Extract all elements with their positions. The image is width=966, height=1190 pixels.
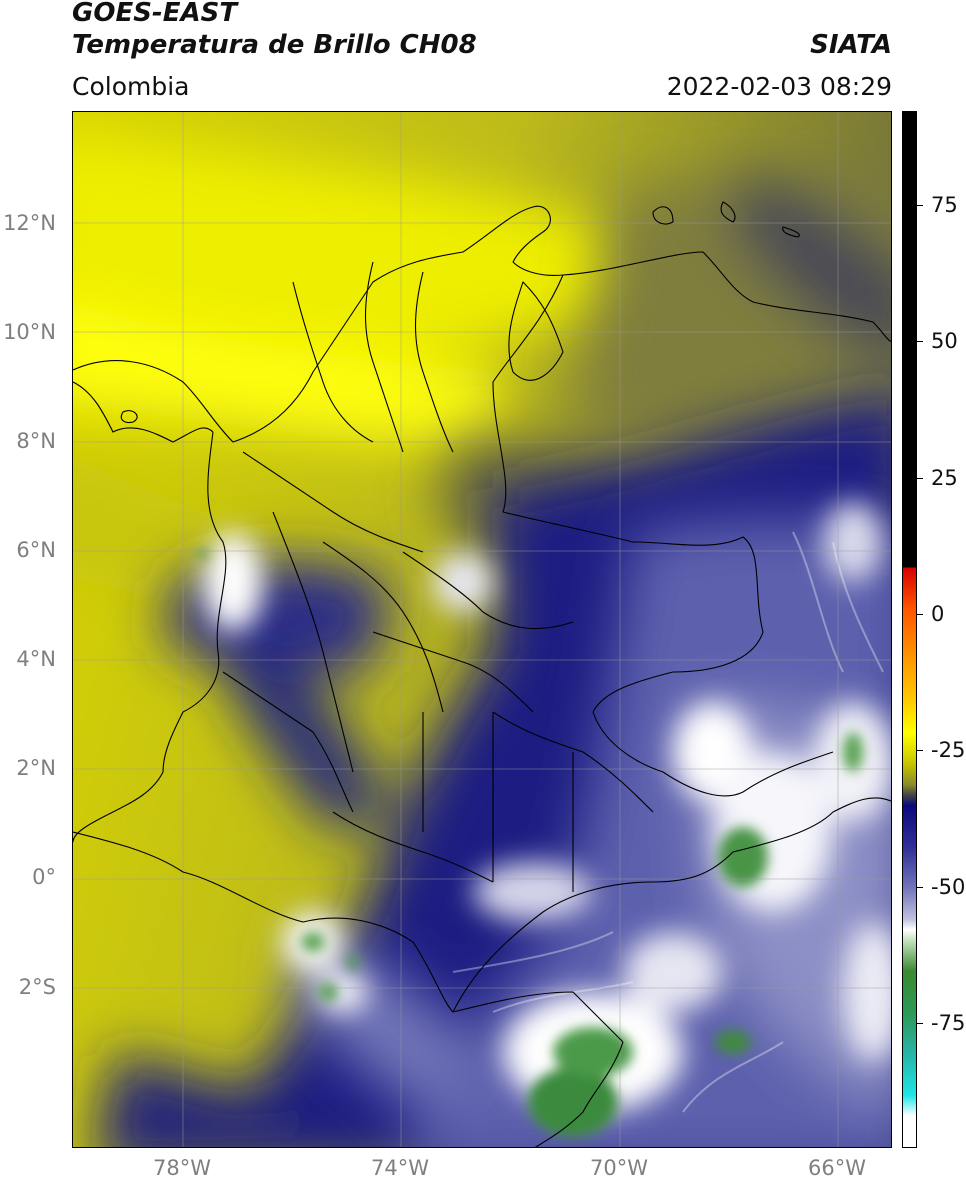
lat-label-2n: 2°N: [16, 756, 56, 780]
product-title: Temperatura de Brillo CH08: [72, 30, 477, 60]
colorbar: [902, 111, 917, 1148]
dry-air-band: [73, 136, 673, 632]
colorbar-label-25: 25: [931, 466, 958, 490]
colorbar-label-0: 0: [931, 602, 945, 626]
lon-label-78w: 78°W: [153, 1156, 211, 1180]
map-panel[interactable]: [72, 111, 892, 1148]
colorbar-tick: [917, 205, 923, 206]
cloud-streaks: [452, 531, 884, 1113]
colorbar-tick: [917, 478, 923, 479]
lon-label-74w: 74°W: [371, 1156, 429, 1180]
lon-label-70w: 70°W: [590, 1156, 648, 1180]
lat-label-8n: 8°N: [16, 429, 56, 453]
colorbar-tick: [917, 1023, 923, 1024]
colorbar-label-minus25: -25: [931, 738, 966, 762]
lat-label-0: 0°: [32, 865, 56, 889]
colorbar-label-75: 75: [931, 193, 958, 217]
colorbar-tick: [917, 750, 923, 751]
satellite-title: GOES-EAST: [72, 0, 238, 28]
boundaries: [73, 201, 891, 1147]
colorbar-tick: [917, 341, 923, 342]
datetime-label: 2022-02-03 08:29: [666, 72, 892, 101]
colorbar-label-50: 50: [931, 329, 958, 353]
lon-label-66w: 66°W: [808, 1156, 866, 1180]
convective-cores: [198, 549, 863, 1137]
colorbar-label-minus75: -75: [931, 1011, 966, 1035]
lat-label-10n: 10°N: [3, 320, 56, 344]
region-label: Colombia: [72, 72, 190, 101]
satellite-map: [73, 112, 891, 1147]
lat-label-6n: 6°N: [16, 538, 56, 562]
source-label: SIATA: [810, 30, 892, 60]
colorbar-label-minus50: -50: [931, 875, 966, 899]
lat-label-4n: 4°N: [16, 647, 56, 671]
colorbar-tick: [917, 614, 923, 615]
lat-label-2s: 2°S: [18, 975, 56, 999]
lat-label-12n: 12°N: [3, 211, 56, 235]
colorbar-tick: [917, 887, 923, 888]
graticule: [73, 112, 891, 1147]
